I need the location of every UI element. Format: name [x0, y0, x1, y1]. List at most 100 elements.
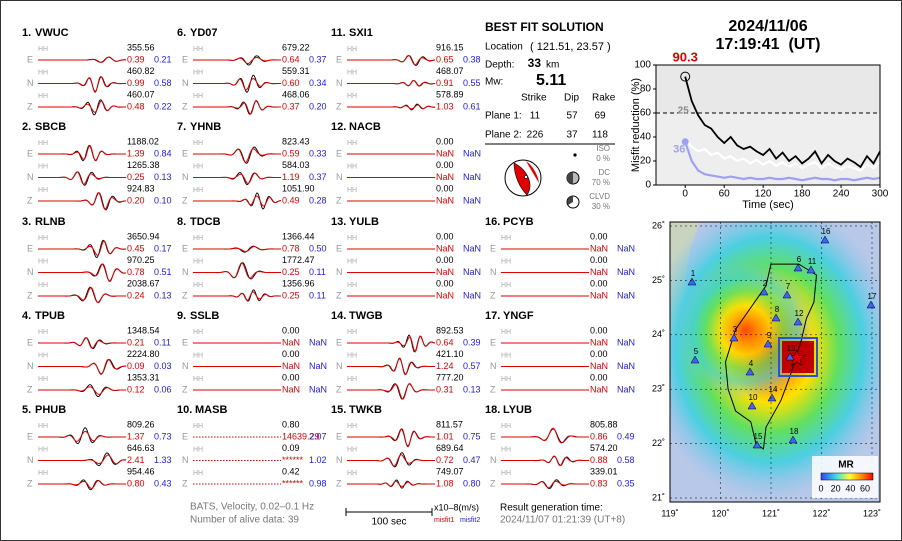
solution-title: BEST FIT SOLUTION [485, 20, 604, 34]
station-label: 5 [694, 347, 699, 356]
misfit-line [684, 76, 881, 169]
component-name: ISO [596, 144, 610, 153]
misfit2: NaN [463, 148, 481, 158]
component: Z [336, 384, 342, 394]
station-name: TPUB [35, 310, 65, 322]
component: N [490, 455, 497, 465]
lon-label: 120˚ [711, 508, 729, 518]
component: N [336, 78, 343, 88]
component: E [490, 431, 496, 441]
synthetic-waveform [38, 75, 126, 94]
amplitude: 0.00 [436, 231, 454, 241]
misfit1: 0.20 [127, 195, 145, 205]
misfit1: ****** [282, 478, 304, 488]
amplitude: 679.22 [282, 42, 310, 52]
misfit2: 0.58 [154, 78, 172, 88]
amplitude: 0.00 [436, 160, 454, 170]
synthetic-waveform [38, 240, 126, 256]
misfit2: NaN [309, 337, 327, 347]
station-number: 7. [177, 121, 186, 133]
instrument: HH [347, 376, 357, 383]
instrument: HH [347, 258, 357, 265]
instrument: HH [193, 329, 203, 336]
component-name: CLVD [589, 192, 610, 201]
misfit1: NaN [436, 243, 454, 253]
station-name: YULB [349, 216, 379, 228]
station-name: PHUB [35, 404, 66, 416]
component-percent: 30 % [592, 202, 610, 211]
component: N [182, 455, 189, 465]
colorbar-tick: 40 [845, 483, 855, 493]
instrument: HH [347, 69, 357, 76]
misfit2: 0.03 [154, 361, 172, 371]
misfit1: 0.78 [282, 243, 300, 253]
misfit2: 0.38 [463, 54, 481, 64]
misfit1: 2.41 [127, 455, 145, 465]
station-marker [763, 339, 773, 348]
station-number: 12. [331, 121, 346, 133]
instrument: HH [38, 329, 48, 336]
component: N [27, 267, 34, 277]
station-number: 14. [331, 310, 346, 322]
plane-value: 57 [566, 111, 578, 122]
amplitude: 823.43 [282, 136, 310, 146]
synthetic-waveform [38, 430, 126, 442]
misfit1: NaN [282, 384, 300, 394]
station-label: 7 [786, 282, 791, 291]
instrument: HH [501, 329, 511, 336]
x-tick-label: 300 [872, 189, 889, 200]
amplitude: 2038.67 [127, 278, 160, 288]
component: Z [27, 478, 33, 488]
map-frame [669, 221, 881, 503]
plane-name: Plane 2: [485, 130, 522, 141]
misfit2: 0.84 [154, 148, 172, 158]
lat-label: 25˚ [652, 275, 665, 285]
instrument: HH [193, 423, 203, 430]
mw-label: Mw: [485, 77, 503, 88]
misfit1: 0.78 [127, 267, 145, 277]
max-label: 90.3 [673, 49, 698, 64]
depth-unit: km [546, 60, 559, 71]
amplitude: 0.00 [436, 136, 454, 146]
result-time: 2024/11/07 01:21:39 (UT+8) [500, 515, 625, 526]
station-number: 4. [22, 310, 31, 322]
amplitude: 339.01 [590, 466, 618, 476]
y-tick-label: 80 [640, 84, 652, 95]
misfit2: 0.50 [309, 243, 327, 253]
station-marker [687, 277, 697, 286]
component: E [336, 337, 342, 347]
misfit2: NaN [463, 243, 481, 253]
event-date: 2024/11/06 [728, 18, 807, 35]
misfit2: 0.98 [309, 478, 327, 488]
instrument: HH [193, 93, 203, 100]
y-tick-label: 100 [634, 60, 651, 71]
misfit2: 0.22 [154, 101, 172, 111]
component: E [336, 431, 342, 441]
amplitude: 578.89 [436, 89, 464, 99]
synthetic-waveform [38, 56, 126, 63]
station-label: 16 [822, 227, 831, 236]
misfit1: 1.19 [282, 172, 300, 182]
component: N [182, 361, 189, 371]
amplitude: 0.00 [590, 231, 608, 241]
instrument: HH [347, 163, 357, 170]
instrument: HH [193, 163, 203, 170]
amplitude: 355.56 [127, 42, 155, 52]
synthetic-waveform [38, 100, 126, 113]
y-tick-label: 40 [640, 132, 652, 143]
plane-value: 226 [527, 130, 544, 141]
station-number: 1. [22, 27, 31, 39]
component-percent: 0 % [596, 154, 610, 163]
misfit2: 0.61 [463, 101, 481, 111]
station-label: 9 [767, 331, 772, 340]
component: N [27, 78, 34, 88]
station-marker [793, 317, 803, 326]
station-number: 17. [485, 310, 500, 322]
amplitude: 970.25 [127, 255, 155, 265]
misfit1: 0.24 [127, 290, 145, 300]
component: E [182, 431, 188, 441]
misfit2: 0.34 [309, 78, 327, 88]
clvd-icon-fill [567, 196, 573, 205]
plot-frame [655, 64, 881, 186]
station-label: 3 [733, 325, 738, 334]
